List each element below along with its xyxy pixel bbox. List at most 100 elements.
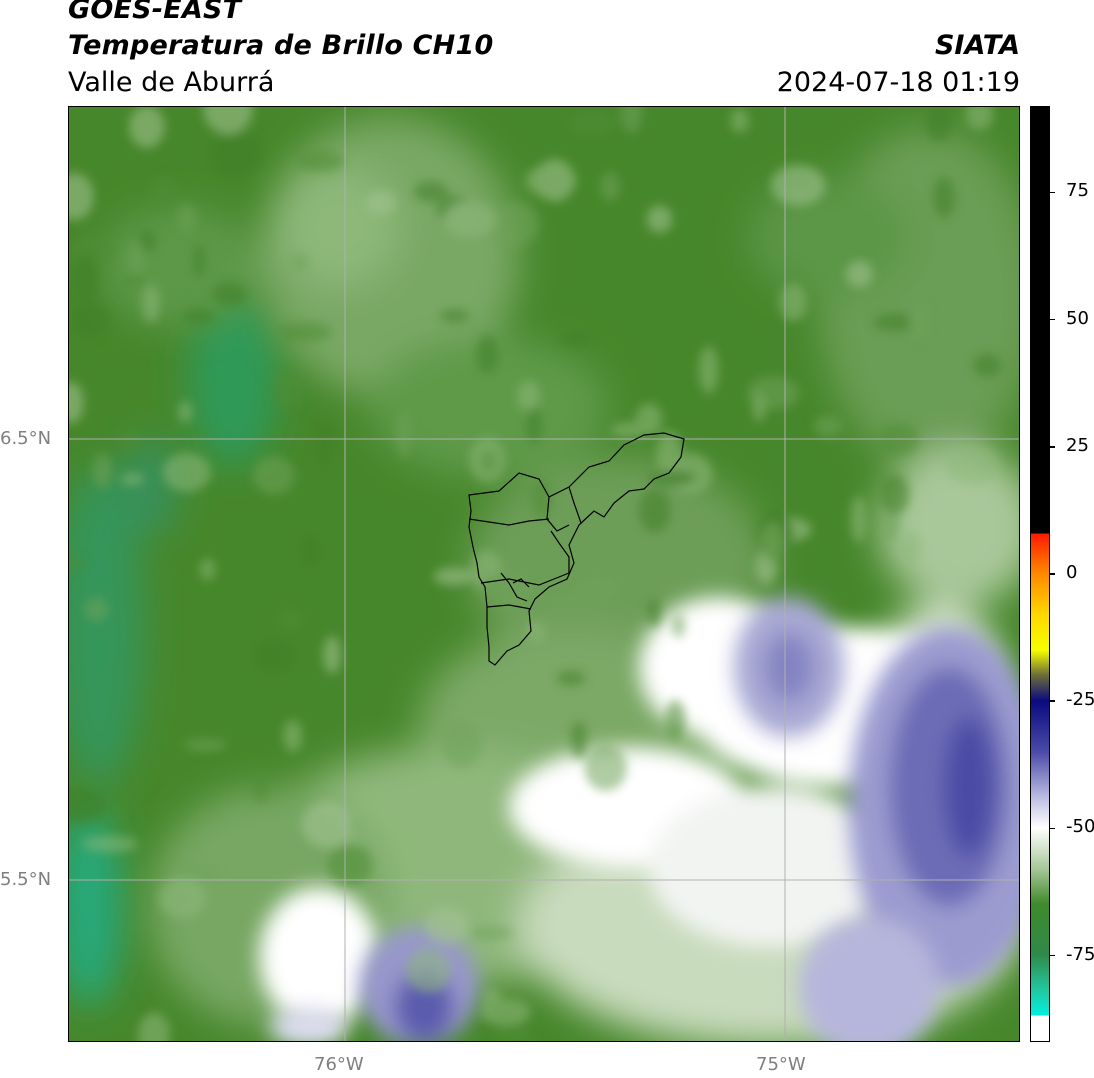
texture-spot [517,380,540,412]
graticule [69,107,1019,1041]
texture-spot [200,558,215,581]
texture-spot [253,641,295,671]
texture-spot [647,470,697,486]
colorbar-tick-mark [1049,827,1055,830]
aburra-boundary [468,432,685,666]
texture-spot [158,877,207,919]
satellite-title: GOES-EAST [68,0,242,25]
colorbar-tick-mark [1049,318,1055,321]
texture-spot [138,1012,171,1041]
texture-spot [851,495,867,543]
texture-spot [272,366,302,412]
colorbar-tick-mark [1049,573,1055,575]
municipal-border-6 [500,572,528,602]
texture-spot [297,150,345,173]
texture-spot [433,567,474,585]
texture-spot [439,309,470,323]
texture-spot [301,801,352,848]
texture-spot [845,260,874,288]
lon-label-76w: 76°W [314,1054,364,1075]
texture-spot [899,530,922,565]
texture-spot [252,456,295,495]
colorbar-tick-label: -25 [1066,689,1094,711]
texture-spot [252,774,270,803]
texture-spot [406,947,452,994]
colorbar [1030,106,1050,1042]
texture-spot [203,107,253,134]
texture-spot [779,283,807,322]
texture-spot [479,448,499,474]
texture-spot [646,205,673,233]
texture-spot [366,190,397,214]
texture-spot [535,159,575,202]
texture-spot [211,282,248,306]
texture-spot [129,107,165,148]
texture-spot [761,522,785,563]
texture-spots [69,107,1002,1041]
texture-spot [193,243,206,279]
satellite-map[interactable] [68,106,1020,1042]
texture-spot [302,535,319,566]
colorbar-tick-label: 75 [1066,180,1089,202]
texture-spot [481,572,533,609]
lat-label-5-5n: 5.5°N [0,869,52,890]
colorbar-tick-label: -75 [1066,943,1094,965]
texture-spot [277,610,304,628]
region-label: Valle de Aburrá [68,67,275,98]
texture-spot [323,636,341,674]
texture-spot [752,391,766,422]
texture-spot [413,181,449,202]
timestamp-label: 2024-07-18 01:19 [776,67,1020,98]
texture-spot [92,453,113,489]
colorbar-tick-label: -50 [1066,816,1094,838]
texture-spot [396,412,412,458]
texture-spot [965,107,994,131]
texture-spot [327,844,373,887]
texture-spot [493,1025,534,1041]
texture-spot [69,381,84,424]
texture-spot [82,835,138,853]
texture-spot [151,175,177,204]
texture-spot [182,308,215,325]
municipal-border-4 [550,530,570,573]
texture-spot [611,422,651,438]
texture-spot [176,203,197,231]
texture-spot [813,415,843,437]
texture-spot [672,614,686,638]
municipal-border-7 [486,604,532,610]
texture-spot [556,670,586,686]
texture-spot [527,621,545,643]
texture-spot [872,313,922,332]
texture-spot [530,479,553,520]
texture-spot [290,253,310,272]
texture-spot [638,489,671,533]
texture-spot [183,738,228,752]
texture-spot [568,109,616,137]
texture-spot [84,597,109,622]
colorbar-tick-label: 50 [1066,307,1089,329]
texture-spot [278,321,332,343]
texture-spot [73,254,99,302]
texture-spot [210,130,264,178]
cold-teal-areas [69,287,279,1007]
municipal-border-8 [512,578,530,588]
texture-spot [730,108,749,133]
texture-spot [162,452,212,492]
texture-spot [656,430,682,477]
texture-spot [570,721,587,760]
texture-spot [283,719,303,753]
texture-spot [441,721,482,768]
texture-spot [926,107,952,143]
texture-spot [620,107,643,134]
product-title: Temperatura de Brillo CH10 [68,30,494,61]
texture-spot [492,202,540,247]
texture-spot [175,865,217,878]
texture-spot [909,303,930,340]
colorbar-tick-label: 0 [1066,562,1078,583]
texture-spot [665,699,686,741]
colorbar-tick-mark [1049,954,1055,957]
texture-spot [142,285,160,323]
texture-spot [69,173,94,221]
texture-spot [476,334,499,374]
texture-spot [973,353,1002,378]
